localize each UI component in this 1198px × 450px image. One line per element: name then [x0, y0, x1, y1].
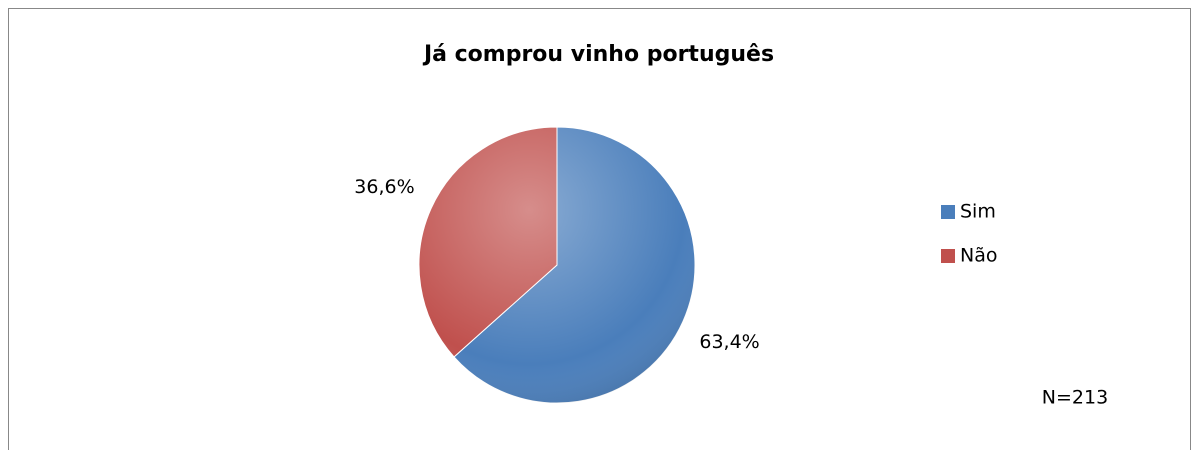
chart-title: Já comprou vinho português	[422, 42, 774, 67]
data-label: 63,4%	[699, 331, 759, 353]
pie	[418, 126, 696, 404]
annotation: N=213	[1042, 387, 1108, 409]
legend-label: Não	[960, 245, 997, 267]
legend-label: Sim	[960, 201, 996, 223]
legend: Sim Não	[941, 201, 997, 267]
legend-swatch	[941, 205, 955, 219]
legend-swatch	[941, 249, 955, 263]
chart-frame	[8, 8, 1191, 450]
data-label: 36,6%	[354, 176, 414, 198]
